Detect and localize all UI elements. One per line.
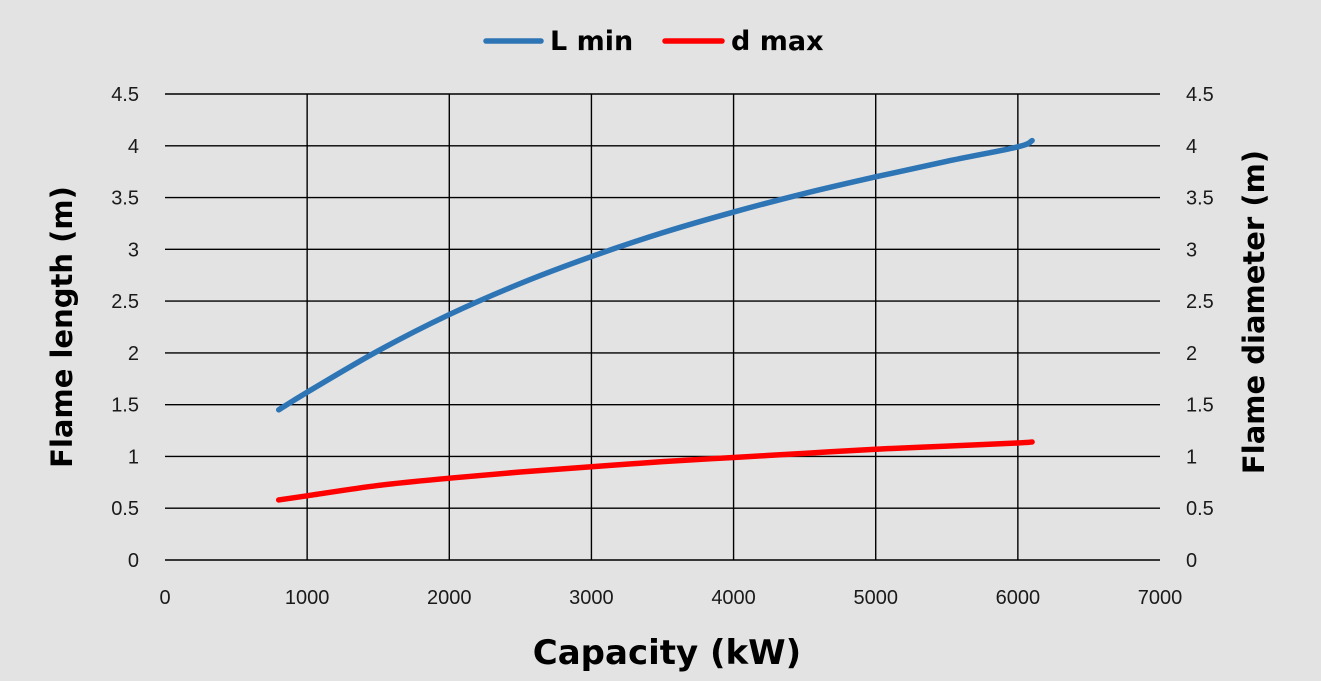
axes: 0 0.5 1 1.5 2 2.5 3 3.5 4 4.5 0 0.5 1 1.5 2 2.5 3 3.5 4 4.5… xyxy=(111,84,1214,609)
legend-label: d max xyxy=(731,26,824,57)
y-tick-label-right: 2 xyxy=(1186,343,1197,365)
y-axis-right-title: Flame diameter (m) xyxy=(1237,150,1271,474)
x-tick-label: 5000 xyxy=(853,587,898,609)
y-tick-label-left: 4.5 xyxy=(111,84,139,106)
y-tick-label-right: 0.5 xyxy=(1186,498,1214,520)
y-tick-label-left: 1 xyxy=(128,446,139,468)
x-tick-label: 0 xyxy=(159,587,170,609)
y-tick-label-left: 0.5 xyxy=(111,498,139,520)
y-tick-label-left: 0 xyxy=(128,550,139,572)
y-tick-label-left: 3 xyxy=(128,239,139,261)
y-tick-label-left: 3.5 xyxy=(111,188,139,210)
y-tick-label-left: 4 xyxy=(128,136,139,158)
y-tick-label-left: 2 xyxy=(128,343,139,365)
y-tick-label-right: 0 xyxy=(1186,550,1197,572)
y-tick-label-right: 3 xyxy=(1186,239,1197,261)
x-tick-label: 1000 xyxy=(285,587,330,609)
x-tick-label: 7000 xyxy=(1138,587,1183,609)
x-axis-title: Capacity (kW) xyxy=(533,633,801,673)
y-tick-label-right: 2.5 xyxy=(1186,291,1214,313)
series-line-l-min xyxy=(275,137,1035,413)
y-tick-label-right: 4 xyxy=(1186,136,1197,158)
y-tick-label-right: 3.5 xyxy=(1186,188,1214,210)
x-tick-label: 4000 xyxy=(711,587,756,609)
y-tick-label-left: 2.5 xyxy=(111,291,139,313)
series-line-d-max xyxy=(275,439,1035,503)
grid xyxy=(165,93,1160,561)
series-layer xyxy=(275,137,1035,503)
x-tick-label: 2000 xyxy=(427,587,472,609)
legend: L min d max xyxy=(483,26,824,57)
x-tick-label: 6000 xyxy=(996,587,1041,609)
y-tick-label-right: 4.5 xyxy=(1186,84,1214,106)
y-tick-label-left: 1.5 xyxy=(111,395,139,417)
legend-label: L min xyxy=(550,26,633,57)
x-tick-label: 3000 xyxy=(569,587,614,609)
y-axis-left-title: Flame length (m) xyxy=(45,186,79,468)
y-tick-label-right: 1.5 xyxy=(1186,395,1214,417)
y-tick-label-right: 1 xyxy=(1186,446,1197,468)
